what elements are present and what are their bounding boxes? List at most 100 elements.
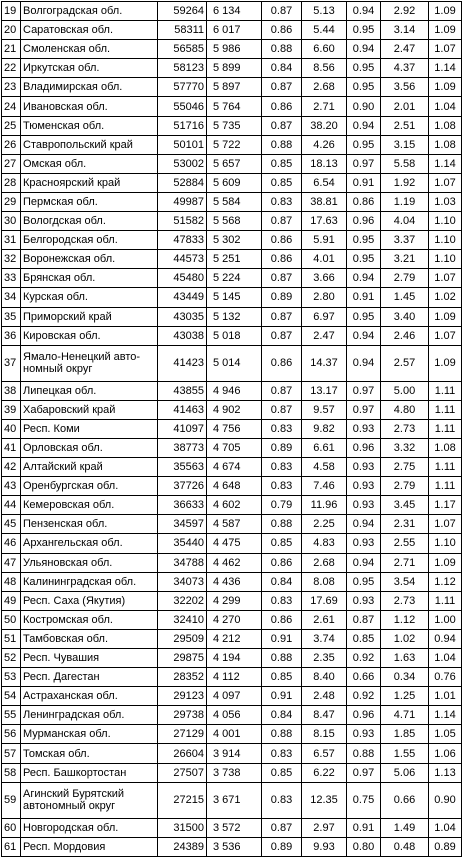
value-1: 31500 (157, 817, 207, 838)
region-name: Респ. Дагестан (20, 667, 158, 688)
region-name: Ставропольский край (20, 134, 158, 155)
row-number: 57 (1, 743, 21, 764)
value-4: 9.57 (301, 399, 347, 420)
value-6: 1.49 (380, 817, 429, 838)
region-name: Воронежская обл. (20, 249, 158, 270)
value-7: 1.06 (428, 743, 462, 764)
value-3: 0.87 (261, 399, 302, 420)
value-5: 0.97 (346, 399, 381, 420)
value-4: 8.56 (301, 58, 347, 79)
region-name: Пензенская обл. (20, 514, 158, 535)
value-1: 49987 (157, 191, 207, 213)
value-6: 4.37 (380, 58, 429, 79)
region-name: Респ. Коми (20, 418, 158, 439)
table-row: 54 Астраханская обл. 29123 4 097 0.91 2.48 0.9… (1, 686, 462, 707)
row-number: 28 (1, 172, 21, 193)
value-4: 17.63 (301, 211, 347, 232)
region-name: Курская обл. (20, 287, 158, 308)
value-6: 2.55 (380, 533, 429, 554)
value-6: 3.37 (380, 230, 429, 251)
table-row: 50 Костромская обл. 32410 4 270 0.86 2.61 0.87… (1, 609, 462, 630)
value-4: 4.58 (301, 457, 347, 478)
value-2: 4 902 (206, 399, 262, 420)
region-name: Липецкая обл. (20, 380, 158, 401)
value-3: 0.85 (261, 172, 302, 193)
value-5: 0.93 (346, 476, 381, 497)
region-name: Калининградская обл. (20, 571, 158, 592)
value-3: 0.86 (261, 344, 302, 382)
value-3: 0.86 (261, 552, 302, 573)
value-6: 0.34 (380, 667, 429, 688)
row-number: 47 (1, 552, 21, 573)
value-2: 5 764 (206, 96, 262, 117)
value-3: 0.85 (261, 667, 302, 688)
value-2: 4 756 (206, 418, 262, 439)
value-1: 53002 (157, 153, 207, 174)
value-3: 0.86 (261, 609, 302, 630)
value-7: 1.17 (428, 495, 462, 516)
value-2: 4 674 (206, 457, 262, 478)
value-4: 9.93 (301, 836, 347, 857)
value-4: 4.83 (301, 533, 347, 554)
value-7: 1.02 (428, 287, 462, 308)
value-7: 1.14 (428, 58, 462, 79)
value-4: 2.68 (301, 77, 347, 98)
region-name: Ульяновская обл. (20, 552, 158, 573)
value-5: 0.95 (346, 58, 381, 79)
row-number: 49 (1, 590, 21, 611)
table-row: 34 Курская обл. 43449 5 145 0.89 2.80 0.91 1.45… (1, 287, 462, 308)
value-2: 4 056 (206, 705, 262, 726)
table-row: 45 Пензенская обл. 34597 4 587 0.88 2.25 0.94 2… (1, 514, 462, 535)
value-1: 26604 (157, 743, 207, 764)
value-2: 5 568 (206, 211, 262, 232)
value-3: 0.84 (261, 58, 302, 79)
value-5: 0.95 (346, 249, 381, 270)
value-5: 0.94 (346, 325, 381, 346)
row-number: 29 (1, 191, 21, 213)
value-6: 5.00 (380, 380, 429, 401)
row-number: 22 (1, 58, 21, 79)
value-5: 0.96 (346, 705, 381, 726)
value-6: 4.80 (380, 399, 429, 420)
value-6: 1.45 (380, 287, 429, 308)
value-2: 3 914 (206, 743, 262, 764)
table-row: 53 Респ. Дагестан 28352 4 112 0.85 8.40 0.66 0.… (1, 667, 462, 688)
region-name: Агинский Бурятский автономный округ (20, 781, 158, 819)
value-4: 8.15 (301, 724, 347, 745)
value-5: 0.66 (346, 667, 381, 688)
value-3: 0.86 (261, 230, 302, 251)
value-6: 1.92 (380, 172, 429, 193)
value-1: 43038 (157, 325, 207, 346)
value-7: 1.08 (428, 115, 462, 136)
region-name: Волгоградская обл. (20, 0, 158, 22)
value-2: 4 705 (206, 437, 262, 459)
value-5: 0.90 (346, 96, 381, 117)
value-5: 0.97 (346, 762, 381, 783)
region-name: Мурманская обл. (20, 724, 158, 745)
value-3: 0.87 (261, 817, 302, 838)
row-number: 50 (1, 609, 21, 630)
value-4: 2.35 (301, 647, 347, 669)
value-7: 1.05 (428, 724, 462, 745)
row-number: 55 (1, 705, 21, 726)
region-name: Архангельская обл. (20, 533, 158, 554)
table-row: 42 Алтайский край 35563 4 674 0.83 4.58 0.93 2.… (1, 457, 462, 478)
value-6: 1.02 (380, 628, 429, 650)
region-name: Кировская обл. (20, 325, 158, 346)
value-5: 0.93 (346, 724, 381, 745)
value-6: 2.57 (380, 344, 429, 382)
value-2: 4 097 (206, 686, 262, 707)
value-1: 34073 (157, 571, 207, 592)
value-2: 4 946 (206, 380, 262, 401)
value-7: 1.07 (428, 325, 462, 346)
value-5: 0.96 (346, 437, 381, 459)
value-4: 2.68 (301, 552, 347, 573)
value-3: 0.87 (261, 211, 302, 232)
row-number: 35 (1, 306, 21, 327)
row-number: 48 (1, 571, 21, 592)
value-6: 3.14 (380, 20, 429, 41)
value-7: 1.04 (428, 96, 462, 117)
table-row: 51 Тамбовская обл. 29509 4 212 0.91 3.74 0.85 1… (1, 628, 462, 650)
value-3: 0.83 (261, 418, 302, 439)
value-7: 1.09 (428, 20, 462, 41)
